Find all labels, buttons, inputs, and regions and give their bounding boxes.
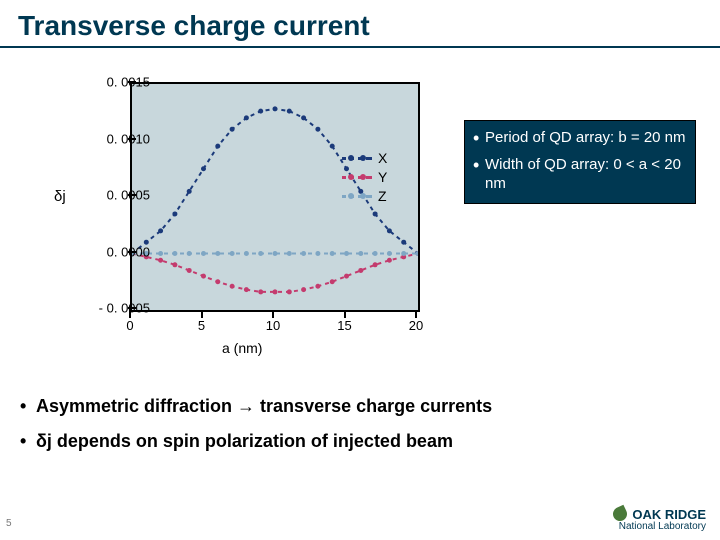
logo-name: OAK RIDGE	[632, 507, 706, 522]
logo-sub: National Laboratory	[619, 521, 706, 532]
callout-item: Width of QD array: 0 < a < 20 nm	[469, 156, 689, 194]
ytick-mark	[128, 138, 136, 140]
xtick-label: 20	[409, 318, 423, 333]
xtick-mark	[129, 310, 131, 318]
ytick-mark	[128, 81, 136, 83]
callout-box: Period of QD array: b = 20 nm Width of QD…	[464, 120, 696, 204]
xtick-label: 5	[198, 318, 205, 333]
xtick-mark	[415, 310, 417, 318]
ytick-mark	[128, 194, 136, 196]
callout-item: Period of QD array: b = 20 nm	[469, 129, 689, 148]
ytick-mark	[128, 251, 136, 253]
xtick-mark	[344, 310, 346, 318]
chart-legend: XYZ	[342, 150, 412, 207]
oak-ridge-logo: OAK RIDGE National Laboratory	[613, 507, 706, 532]
bullet-item: δj depends on spin polarization of injec…	[18, 431, 698, 452]
xtick-label: 10	[266, 318, 280, 333]
xtick-label: 15	[337, 318, 351, 333]
legend-item: X	[342, 150, 412, 166]
bullet-item: Asymmetric diffraction → transverse char…	[18, 396, 698, 417]
chart: XYZ δj a (nm) 0. 00150. 00100. 00050. 00…	[60, 70, 450, 370]
page-title: Transverse charge current	[0, 0, 720, 46]
ytick-label: - 0. 0005	[99, 301, 150, 316]
y-axis-label: δj	[54, 188, 66, 205]
ytick-mark	[128, 307, 136, 309]
xtick-mark	[272, 310, 274, 318]
chart-plot-area: XYZ	[130, 82, 420, 312]
xtick-label: 0	[126, 318, 133, 333]
x-axis-label: a (nm)	[222, 340, 262, 356]
body-bullets: Asymmetric diffraction → transverse char…	[18, 396, 698, 466]
title-rule	[0, 46, 720, 48]
slide-number: 5	[6, 518, 12, 529]
legend-item: Y	[342, 169, 412, 185]
legend-item: Z	[342, 188, 412, 204]
xtick-mark	[201, 310, 203, 318]
